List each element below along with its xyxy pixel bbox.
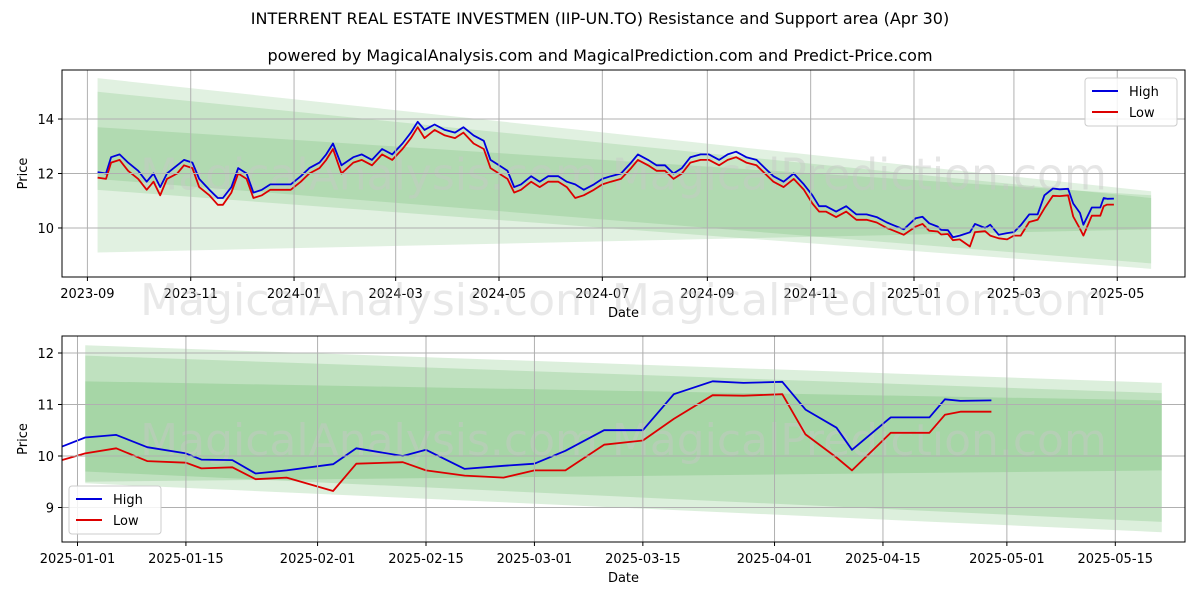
x-tick-label: 2025-01-15: [148, 552, 224, 567]
legend-label-high: High: [113, 493, 143, 508]
x-tick-label: 2025-01-01: [40, 552, 116, 567]
plot-frame: [61, 69, 1186, 278]
x-axis-label: Date: [608, 306, 639, 321]
legend-label-low: Low: [113, 514, 139, 529]
support-resistance-band: [85, 355, 1162, 533]
legend-label-low: Low: [1129, 106, 1155, 121]
series-line-low: [62, 393, 992, 492]
x-tick-label: 2025-03-01: [497, 552, 573, 567]
y-tick-label: 10: [37, 450, 54, 465]
legend: High Low: [1084, 77, 1178, 127]
x-tick-label: 2025-02-15: [388, 552, 464, 567]
y-tick-label: 14: [37, 113, 54, 128]
legend: High Low: [68, 485, 162, 535]
watermark: MagicalAnalysis.com MagicalPrediction.co…: [140, 415, 1107, 466]
chart-subtitle: powered by MagicalAnalysis.com and Magic…: [267, 46, 933, 65]
plot-frame: [61, 335, 1186, 543]
watermark: MagicalAnalysis.com MagicalPrediction.co…: [140, 275, 1107, 326]
series-line-high: [62, 380, 992, 475]
x-axis-label: Date: [608, 571, 639, 586]
chart-bottom: MagicalAnalysis.com MagicalPrediction.co…: [16, 335, 1186, 586]
support-resistance-band: [97, 127, 1152, 264]
x-tick-label: 2025-04-01: [737, 552, 813, 567]
y-tick-label: 12: [37, 168, 54, 183]
legend-label-high: High: [1129, 85, 1159, 100]
x-tick-label: 2025-04-15: [845, 552, 921, 567]
support-resistance-band: [97, 91, 1152, 269]
y-tick-label: 12: [37, 347, 54, 362]
plot-area-bottom: MagicalAnalysis.com MagicalPrediction.co…: [62, 345, 1162, 533]
y-tick-label: 10: [37, 222, 54, 237]
plot-area-top: MagicalAnalysis.com MagicalPrediction.co…: [97, 78, 1152, 269]
y-axis-label: Price: [16, 158, 31, 190]
series-line-low: [97, 126, 1114, 248]
x-tick-label: 2025-01: [887, 287, 941, 302]
support-resistance-band: [85, 381, 1162, 522]
x-tick-label: 2025-05: [1090, 287, 1144, 302]
x-tick-label: 2024-03: [369, 287, 423, 302]
x-tick-label: 2025-02-01: [280, 552, 356, 567]
x-tick-label: 2025-05-15: [1078, 552, 1154, 567]
chart-title: INTERRENT REAL ESTATE INVESTMEN (IIP-UN.…: [250, 9, 950, 28]
support-resistance-band: [85, 345, 1162, 482]
y-tick-label: 9: [46, 501, 54, 516]
x-tick-label: 2024-07: [575, 287, 629, 302]
x-tick-label: 2024-09: [680, 287, 734, 302]
x-tick-label: 2025-05-01: [969, 552, 1045, 567]
x-tick-label: 2024-01: [267, 287, 321, 302]
y-tick-label: 11: [37, 398, 54, 413]
x-tick-label: 2025-03: [987, 287, 1041, 302]
x-tick-label: 2024-05: [472, 287, 526, 302]
x-tick-label: 2024-11: [784, 287, 838, 302]
y-axis-label: Price: [16, 423, 31, 455]
x-tick-label: 2025-03-15: [605, 552, 681, 567]
x-tick-label: 2023-09: [60, 287, 114, 302]
support-resistance-band: [97, 78, 1152, 253]
chart-top: MagicalAnalysis.com MagicalPrediction.co…: [16, 69, 1186, 326]
x-tick-label: 2023-11: [164, 287, 218, 302]
